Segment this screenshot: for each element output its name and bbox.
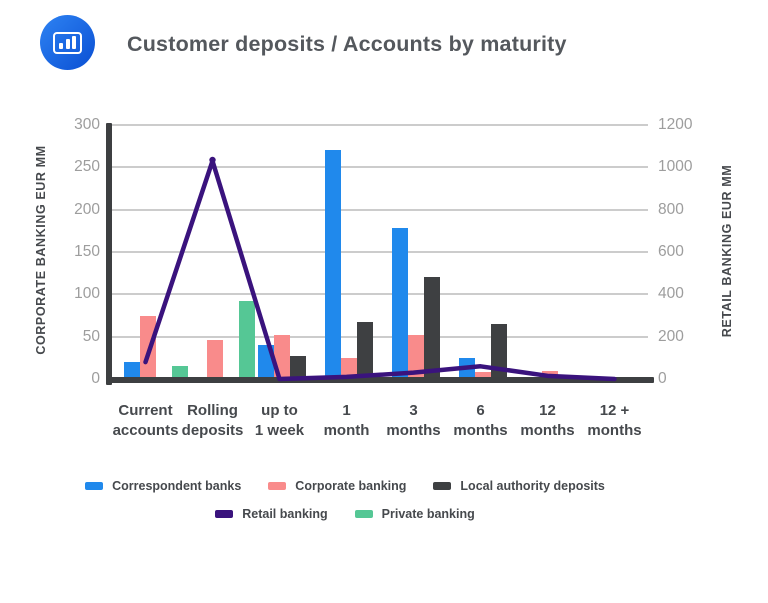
gridline <box>112 335 648 338</box>
correspondent-banks-bar <box>324 150 341 379</box>
y-axis-line <box>106 123 112 385</box>
corporate-banking-bar <box>340 357 357 379</box>
correspondent-banks-bar <box>123 362 140 379</box>
local-authority-deposits-bar <box>490 323 507 379</box>
legend-label: Private banking <box>381 507 475 521</box>
x-axis-label: up to 1 week <box>239 401 320 440</box>
x-axis-line <box>106 377 654 383</box>
x-axis-label: 1 month <box>306 401 387 440</box>
x-axis-label-line: months <box>386 421 441 439</box>
legend-row: Retail banking Private banking <box>215 507 475 521</box>
chart-legend: Correspondent banks Corporate banking Loca… <box>0 479 690 521</box>
local-authority-deposits-bar <box>289 356 306 379</box>
legend-item-retail-banking: Retail banking <box>215 507 328 521</box>
gridline <box>112 208 648 211</box>
x-axis-label-line: Current <box>118 402 173 419</box>
correspondent-banks-swatch <box>85 482 104 490</box>
x-axis-label-line: up to <box>261 402 298 419</box>
left-axis-tick: 150 <box>74 243 100 260</box>
legend-label: Retail banking <box>242 507 328 521</box>
x-axis-label-line: 12 <box>539 402 556 419</box>
x-axis-label-line: 1 <box>342 402 351 419</box>
x-axis-label-line: 6 <box>476 402 485 419</box>
x-axis-label-line: 1 week <box>254 421 305 439</box>
local-authority-deposits-swatch <box>433 482 452 490</box>
legend-item-corporate-banking: Corporate banking <box>268 479 406 493</box>
legend-label: Corporate banking <box>295 479 407 493</box>
left-axis-tick: 0 <box>91 370 100 387</box>
bar-chart-glyph <box>53 31 82 54</box>
right-axis-tick: 800 <box>658 200 684 218</box>
x-axis-label-line: months <box>453 421 508 439</box>
retail-banking-line <box>143 158 617 382</box>
legend-label: Local authority deposits <box>460 479 605 493</box>
page-title: Customer deposits / Accounts by maturity <box>127 32 567 56</box>
legend-row: Correspondent banks Corporate banking Loca… <box>85 479 605 493</box>
private-banking-swatch <box>354 510 373 518</box>
corporate-banking-bar <box>139 315 156 379</box>
left-axis-title: CORPORATE BANKING EUR MM <box>34 145 48 355</box>
legend-item-local-authority-deposits: Local authority deposits <box>433 479 605 493</box>
gridline <box>112 166 648 169</box>
right-axis-tick: 1000 <box>658 158 693 176</box>
x-axis-label-line: month <box>323 421 370 439</box>
x-axis-label-line: 3 <box>409 402 418 419</box>
x-axis-label: Current accounts <box>105 401 186 440</box>
x-axis-label: Rolling deposits <box>172 401 253 440</box>
private-banking-bar <box>238 301 255 379</box>
x-axis-label: 12 + months <box>574 401 655 440</box>
left-axis-tick: 300 <box>74 116 100 133</box>
retail-banking-swatch <box>215 510 234 518</box>
right-axis-tick: 400 <box>658 285 684 303</box>
x-axis-label-line: deposits <box>181 421 244 439</box>
left-axis-tick: 100 <box>74 285 100 303</box>
legend-item-private-banking: Private banking <box>354 507 475 521</box>
line-layer <box>143 156 617 382</box>
gridline <box>112 124 648 126</box>
legend-label: Correspondent banks <box>112 479 242 493</box>
gridline <box>112 251 648 253</box>
legend-item-correspondent-banks: Correspondent banks <box>85 479 241 493</box>
left-axis-tick: 50 <box>82 327 100 345</box>
right-axis-tick: 0 <box>658 370 667 387</box>
bar-chart-icon <box>40 15 95 70</box>
x-axis-label: 3 months <box>373 401 454 440</box>
right-axis-tick: 1200 <box>658 116 693 133</box>
correspondent-banks-bar <box>391 228 408 379</box>
corporate-banking-swatch <box>268 482 287 490</box>
right-axis-tick: 200 <box>658 327 684 345</box>
x-axis-label-line: 12 + <box>599 402 630 419</box>
x-axis-label-line: months <box>520 421 575 439</box>
retail-banking-peak-marker <box>209 156 216 164</box>
left-axis-tick: 200 <box>74 200 100 218</box>
right-axis-tick: 600 <box>658 243 684 260</box>
left-axis-tick: 250 <box>74 158 100 176</box>
x-axis-label-line: accounts <box>112 421 179 439</box>
x-axis-label: 12 months <box>507 401 588 440</box>
corporate-banking-bar <box>474 372 491 379</box>
right-axis-title: RETAIL BANKING EUR MM <box>720 164 734 338</box>
gridline <box>112 293 648 296</box>
x-axis-label-line: months <box>587 421 642 439</box>
private-banking-bar <box>171 366 188 379</box>
local-authority-deposits-bar <box>423 277 440 379</box>
corporate-banking-bar <box>206 340 223 379</box>
x-axis-label: 6 months <box>440 401 521 440</box>
local-authority-deposits-bar <box>356 322 373 379</box>
x-axis-label-line: Rolling <box>187 402 238 419</box>
corporate-banking-bar <box>407 334 424 379</box>
